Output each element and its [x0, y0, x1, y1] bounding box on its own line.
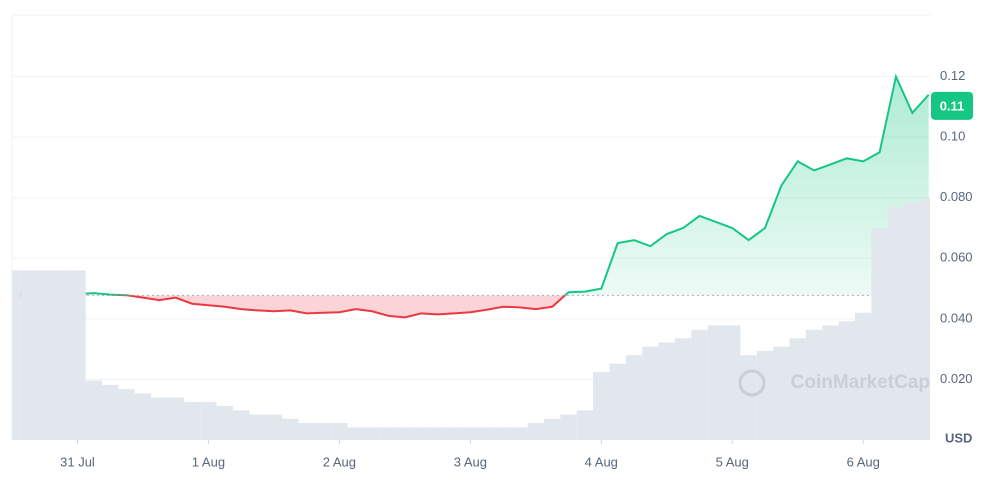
volume-bar: [478, 427, 495, 440]
volume-bar: [527, 423, 545, 440]
y-axis-label: USD: [945, 430, 972, 445]
x-tick-label: 3 Aug: [454, 454, 487, 469]
volume-bar: [36, 270, 53, 440]
price-line-up: [25, 73, 930, 296]
watermark: CoinMarketCap: [791, 372, 930, 393]
volume-bar: [756, 350, 774, 440]
y-tick-label: 0.080: [940, 189, 973, 204]
volume-bar: [249, 414, 266, 440]
volume-bar: [85, 380, 103, 440]
volume-bar: [494, 427, 512, 440]
last-price-badge: [931, 91, 973, 120]
y-tick-label: 0.12: [940, 68, 965, 83]
volume-bar: [855, 312, 872, 440]
volume-bar: [674, 338, 692, 440]
volume-bar: [544, 418, 561, 440]
volume-bar: [314, 423, 332, 440]
volume-bar: [511, 427, 528, 440]
volume-bar: [593, 372, 610, 440]
x-tick-label: 2 Aug: [323, 454, 356, 469]
volume-bar: [69, 270, 86, 440]
volume-bar: [363, 427, 381, 440]
volume-bar: [282, 418, 299, 440]
x-tick-label: 5 Aug: [716, 454, 749, 469]
y-tick-label: 0.040: [940, 310, 973, 325]
volume-bar: [904, 202, 921, 440]
x-tick-label: 6 Aug: [847, 454, 880, 469]
volume-bar: [298, 423, 315, 440]
x-tick-label: 4 Aug: [585, 454, 618, 469]
volume-bar: [773, 346, 790, 440]
volume-bar: [625, 355, 643, 440]
volume-bar: [331, 423, 348, 440]
volume-bar: [118, 389, 135, 440]
volume-bar: [413, 427, 430, 440]
volume-bar: [642, 346, 659, 440]
volume-bar: [871, 228, 888, 440]
volume-bar: [183, 401, 201, 440]
volume-bar: [167, 397, 184, 440]
x-tick-label: 31 Jul: [60, 454, 95, 469]
volume-bar: [151, 397, 168, 440]
volume-bar: [265, 414, 283, 440]
volume-bar: [429, 427, 446, 440]
volume-bar: [838, 321, 856, 440]
volume-bar: [576, 410, 594, 440]
x-tick-label: 1 Aug: [192, 454, 225, 469]
y-tick-label: 0.060: [940, 250, 973, 265]
volume-bar: [462, 427, 479, 440]
y-tick-label: 0.10: [940, 129, 965, 144]
volume-bar: [822, 325, 839, 440]
volume-bar: [216, 406, 233, 440]
volume-bar: [347, 427, 364, 440]
volume-bar: [12, 270, 21, 440]
volume-bar: [445, 427, 463, 440]
volume-bar: [609, 363, 626, 440]
volume-bar: [200, 401, 217, 440]
volume-bar: [20, 270, 37, 440]
volume-bar: [707, 325, 725, 440]
volume-bar: [724, 325, 741, 440]
volume-bar: [658, 342, 675, 440]
volume-bar: [691, 329, 708, 440]
volume-bar: [789, 338, 806, 440]
volume-bar: [560, 414, 577, 440]
volume-bar: [380, 427, 397, 440]
area-down: [12, 295, 929, 318]
volume-bar: [52, 270, 70, 440]
area-up: [41, 76, 929, 296]
volume-bar: [102, 384, 119, 440]
last-price-label: 0.11: [940, 98, 965, 113]
y-tick-label: 0.020: [940, 371, 973, 386]
watermark-logo: [738, 369, 766, 397]
plot: 0.04774: [11, 73, 930, 444]
volume-bar: [396, 427, 414, 440]
volume-bar: [232, 410, 250, 440]
volume-bar: [134, 393, 152, 440]
volume-bar: [920, 198, 930, 440]
volume-bar: [805, 329, 823, 440]
volume-bar: [887, 206, 905, 440]
volume-bar: [740, 355, 757, 440]
price-line-down: [11, 295, 567, 319]
